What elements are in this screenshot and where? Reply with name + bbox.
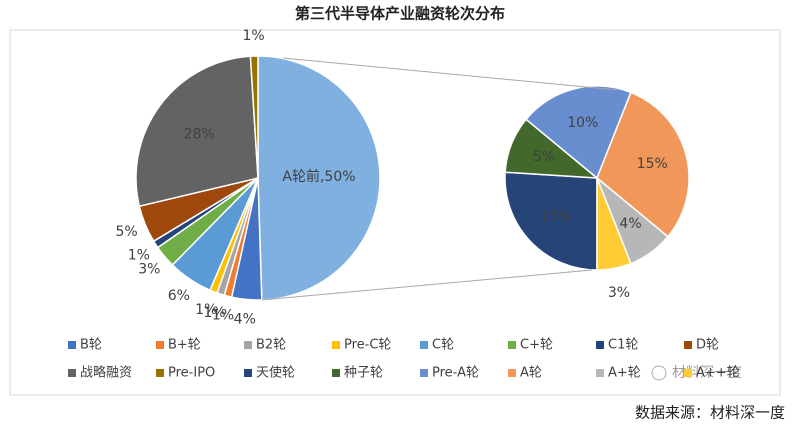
legend-swatch: [508, 369, 516, 377]
pie-slice: [257, 55, 381, 301]
slice-label: 5%: [115, 224, 137, 240]
slice-label: 28%: [184, 126, 215, 142]
slice-label: 10%: [567, 115, 598, 131]
legend-label: D轮: [696, 338, 719, 353]
source: 数据来源：材料深一度: [635, 404, 785, 422]
legend-label: A+轮: [608, 366, 641, 381]
legend-swatch: [244, 341, 252, 349]
pie-slice: [249, 55, 259, 179]
slice-label: 3%: [138, 261, 160, 277]
legend-label: B+轮: [168, 338, 201, 353]
slice-label: 1%: [212, 308, 234, 324]
legend-label: 种子轮: [344, 366, 383, 381]
connector: [261, 269, 593, 301]
legend-swatch: [332, 341, 340, 349]
legend-swatch: [68, 341, 76, 349]
pie-slice: [504, 171, 598, 271]
legend-swatch: [684, 369, 692, 377]
legend-label: Pre-C轮: [344, 338, 391, 353]
legend-label: Pre-A轮: [432, 366, 479, 381]
legend-label: C轮: [432, 338, 454, 353]
connector: [282, 57, 618, 91]
legend-swatch: [244, 369, 252, 377]
slice-label: 1%: [195, 302, 217, 318]
slice-label: 1%: [128, 247, 150, 263]
legend-label: 战略融资: [80, 365, 132, 381]
slice-label: A轮前,50%: [282, 168, 355, 185]
slice-label: 4%: [619, 216, 641, 232]
legend-swatch: [332, 369, 340, 377]
legend-swatch: [684, 341, 692, 349]
pie-slice: [596, 177, 632, 271]
legend-swatch: [156, 369, 164, 377]
legend-swatch: [420, 369, 428, 377]
pie-slice: [596, 91, 690, 238]
legend-label: Pre-IPO: [168, 366, 215, 381]
legend-label: A++轮: [696, 366, 740, 381]
legend-swatch: [508, 341, 516, 349]
watermark-icon: [651, 365, 667, 381]
legend-swatch: [68, 369, 76, 377]
legend-swatch: [156, 341, 164, 349]
legend-swatch: [596, 341, 604, 349]
pie-slice: [525, 85, 632, 180]
legend-label: C1轮: [608, 338, 638, 353]
legend-label: A轮: [520, 366, 542, 381]
slice-label: 5%: [533, 149, 555, 165]
slice-label: 4%: [234, 311, 256, 327]
slice-label: 6%: [168, 288, 190, 304]
plot-frame: [9, 29, 781, 396]
slice-label: 13%: [540, 209, 571, 225]
legend-label: B2轮: [256, 338, 286, 353]
chart-title: 第三代半导体产业融资轮次分布: [295, 5, 505, 23]
legend-label: C+轮: [520, 338, 553, 353]
slice-label: 3%: [608, 285, 630, 301]
slice-label: 15%: [637, 156, 668, 172]
legend-swatch: [596, 369, 604, 377]
legend-label: 天使轮: [256, 365, 295, 381]
legend-swatch: [420, 341, 428, 349]
pie-slice: [135, 55, 259, 208]
legend-label: B轮: [80, 338, 102, 353]
slice-label: 1%: [242, 28, 264, 44]
slice-label: 1%: [203, 305, 225, 321]
